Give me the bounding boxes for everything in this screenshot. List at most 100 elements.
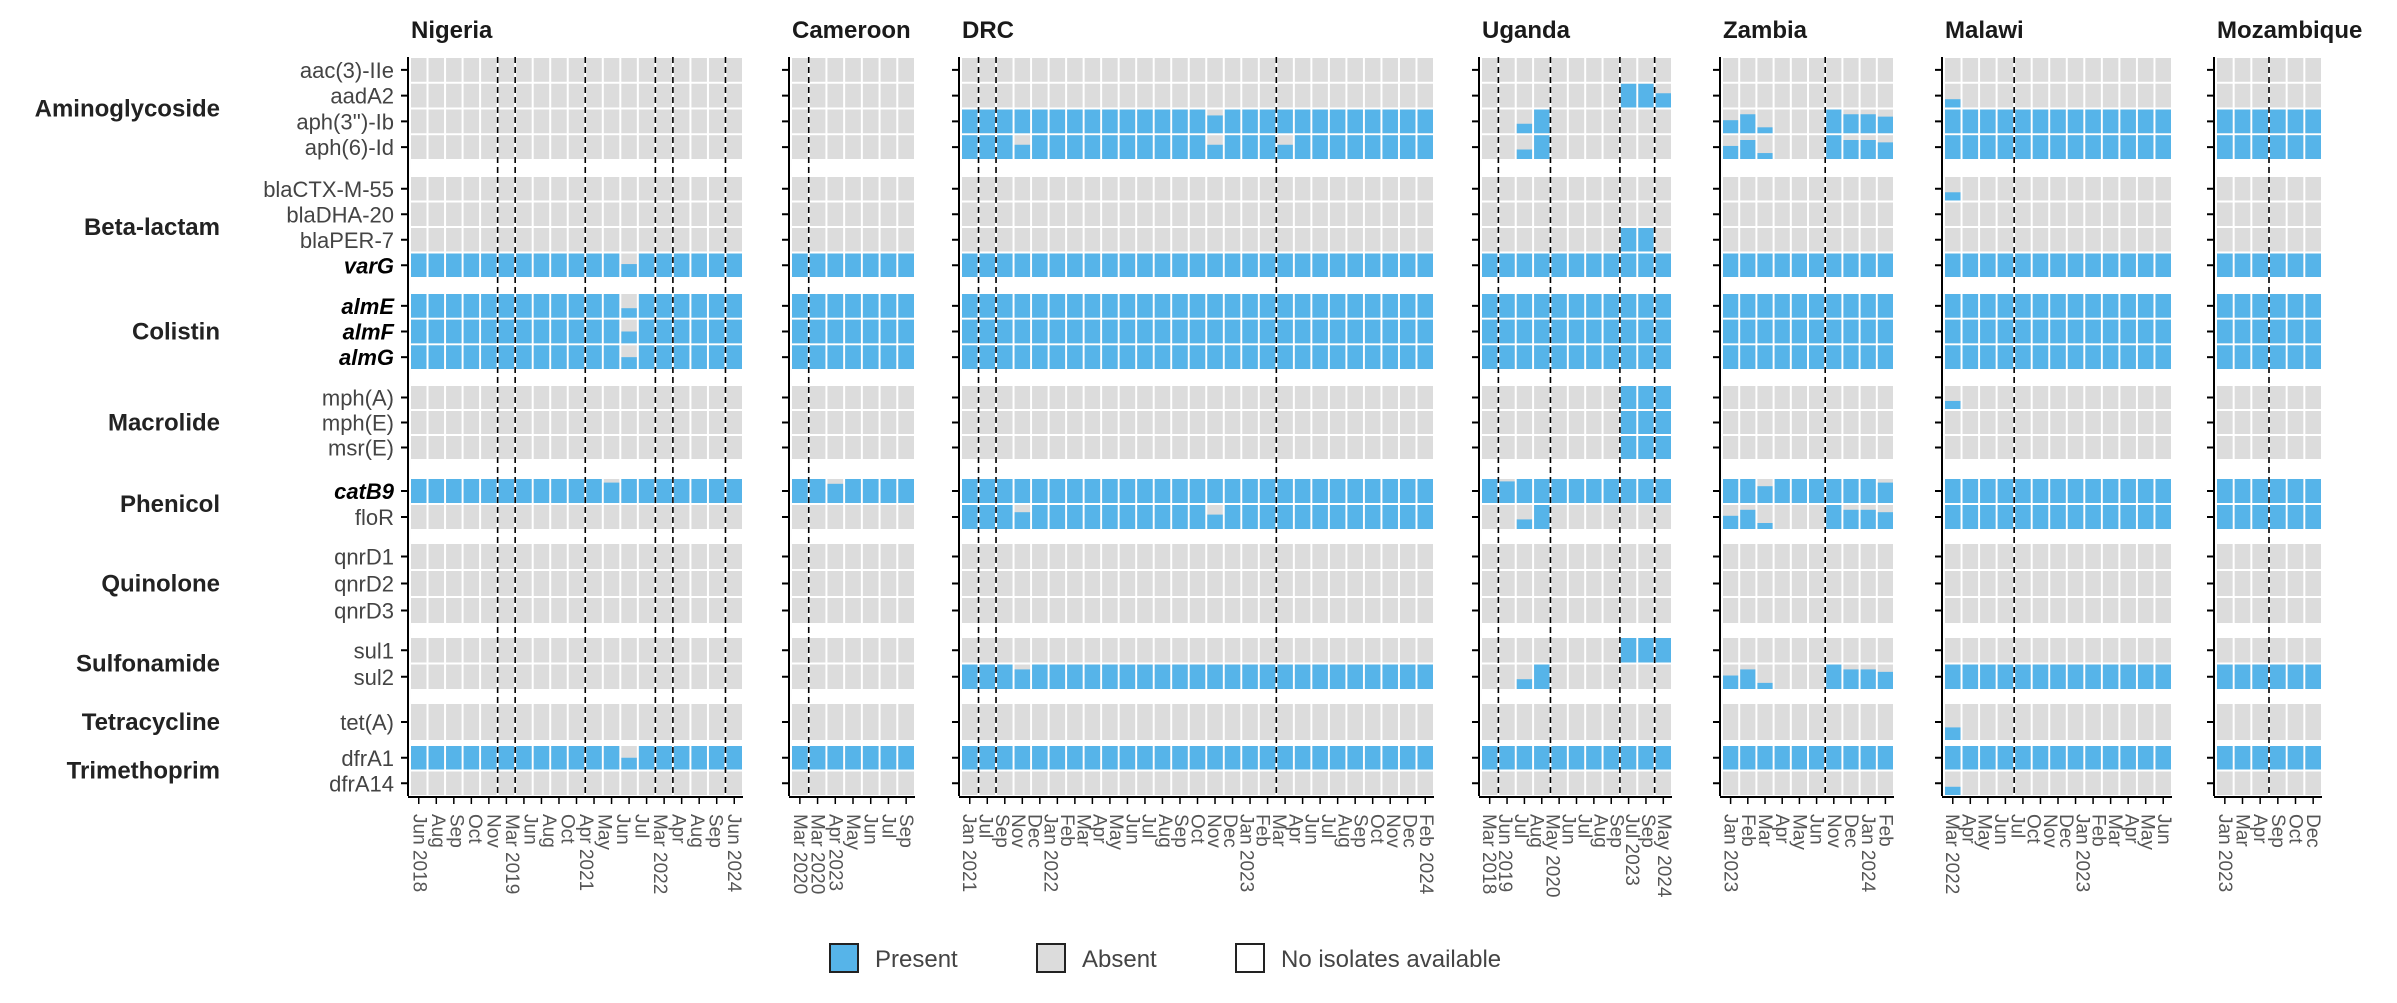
cell-absent [2270,704,2286,740]
cell-present [2155,319,2171,344]
cell-present [2032,345,2049,369]
cell-absent [1417,58,1433,82]
cell-absent [708,83,725,108]
x-tick-label: Jul [1510,814,1531,838]
cell-present [673,746,690,770]
cell-absent [621,771,637,795]
cell-absent [1962,638,1979,663]
x-tick-label: Jan 2023 [1235,814,1256,892]
cell-present [1638,228,1654,252]
cell-present [1102,135,1118,159]
cell-absent [691,411,707,434]
cell-present [1534,746,1550,770]
cell-present [792,253,808,277]
cell-absent [446,638,462,663]
cell-absent [463,771,480,795]
cell-absent [1032,228,1048,252]
gene-label: sul1 [354,638,394,663]
x-tick-label: Jul [877,814,898,838]
cell-absent [446,228,462,252]
cell-present [1655,319,1671,344]
cell-present [1067,746,1083,770]
cell-present [1067,345,1083,369]
cell-present [1049,345,1066,369]
cell-present [1723,675,1739,689]
cell-absent [2085,571,2101,596]
cell-absent [1347,202,1363,226]
cell-present [463,479,480,503]
cell-absent [708,109,725,134]
cell-absent [1568,664,1585,689]
cell-absent [1568,771,1585,795]
cell-absent [2252,228,2268,252]
cell-absent [2120,544,2136,569]
cell-absent [1364,638,1381,663]
cell-absent [411,109,427,134]
cell-absent [1826,571,1842,596]
cell-absent [2155,598,2171,623]
cell-absent [1997,638,2014,663]
cell-absent [979,771,996,795]
cell-absent [1347,704,1363,740]
cell-absent [1655,704,1671,740]
cell-absent [1499,228,1515,252]
cell-present [1945,99,1961,108]
cell-present [1032,319,1048,344]
cell-present [1980,479,1996,503]
x-tick-label: Nov [1007,814,1028,848]
cell-present [845,746,861,770]
cell-present [2032,135,2049,159]
cell-present [2085,109,2101,134]
cell-absent [1586,386,1602,409]
cell-absent [446,411,462,434]
cell-present [1740,509,1756,529]
cell-present [726,345,742,369]
cell-absent [411,544,427,569]
cell-present [1809,479,1825,503]
cell-absent [1655,598,1671,623]
cell-present [2252,253,2268,277]
cell-absent [2067,436,2084,459]
cell-absent [1843,544,1859,569]
cell-present [1399,479,1416,503]
cell-absent [1586,436,1602,459]
cell-present [1499,253,1515,277]
cell-absent [1137,544,1153,569]
x-tick-label: Jun [612,814,633,845]
cell-present [1224,135,1241,159]
cell-absent [533,771,550,795]
cell-present [446,294,462,318]
cell-present [1119,746,1136,770]
x-tick-label: May 2024 [1653,814,1674,898]
cell-absent [792,571,808,596]
cell-present [691,319,707,344]
cell-absent [2155,436,2171,459]
cell-absent [898,411,914,434]
cell-absent [1945,638,1961,663]
cell-absent [1860,598,1876,623]
cell-absent [1172,83,1188,108]
cell-absent [551,411,567,434]
cell-absent [498,202,515,226]
cell-absent [1482,771,1498,795]
cell-absent [1014,771,1031,795]
x-tick-label: Jun [1806,814,1827,845]
cell-absent [603,411,620,434]
cell-absent [481,411,497,434]
cell-absent [1877,177,1893,201]
cell-absent [862,638,879,663]
cell-present [2015,253,2031,277]
cell-absent [586,135,602,159]
cell-absent [880,202,897,226]
cell-absent [1482,704,1498,740]
cell-absent [1860,177,1876,201]
cell-present [1329,664,1346,689]
cell-absent [1499,58,1515,82]
cell-absent [1843,202,1859,226]
cell-absent [898,202,914,226]
cell-present [1137,345,1153,369]
cell-present [446,345,462,369]
x-tick-label: May [593,814,614,850]
cell-absent [1945,436,1961,459]
cell-absent [2234,638,2251,663]
